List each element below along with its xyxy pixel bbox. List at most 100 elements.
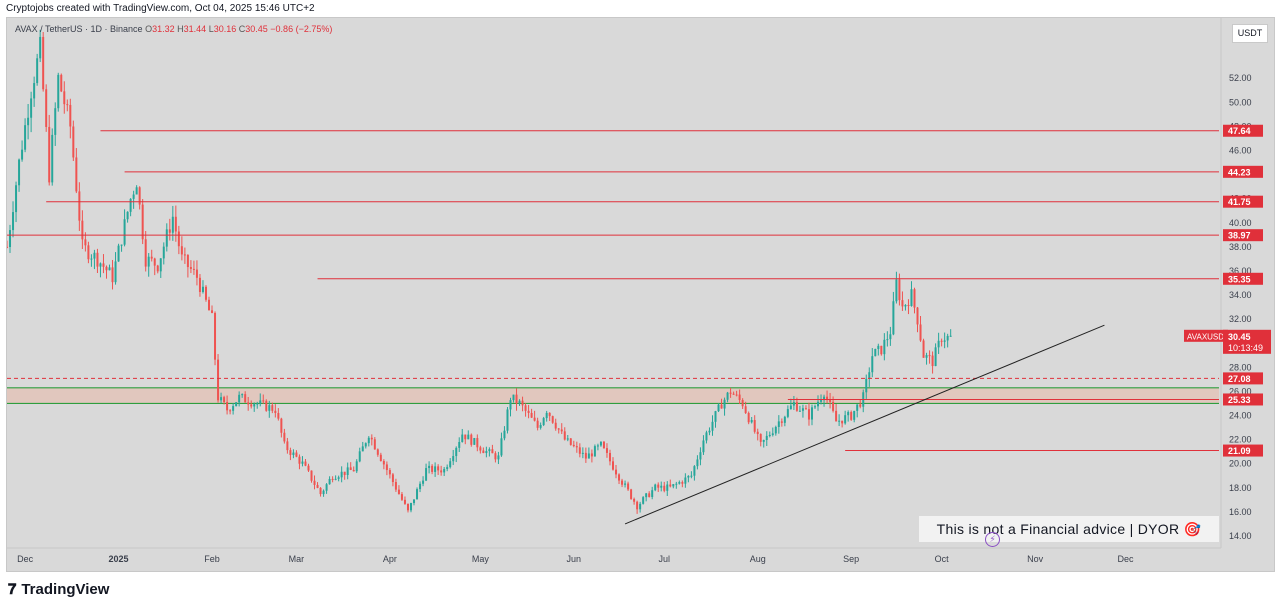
candle-body xyxy=(211,310,214,313)
candle-body xyxy=(78,191,81,221)
candle-body xyxy=(72,126,75,158)
candle-body xyxy=(829,399,832,402)
level-price-badge xyxy=(1223,124,1263,137)
last-price-badge xyxy=(1223,329,1271,354)
candle-body xyxy=(937,340,940,348)
candle-body xyxy=(331,478,334,480)
candle-body xyxy=(21,149,24,160)
candle-body xyxy=(93,252,96,259)
candle-body xyxy=(379,454,382,462)
candle-body xyxy=(880,345,883,355)
candle-body xyxy=(503,430,506,439)
candle-body xyxy=(847,412,850,416)
x-tick-label: Feb xyxy=(204,554,220,564)
lightning-icon[interactable]: ⚡ xyxy=(985,532,1000,547)
candle-body xyxy=(114,261,117,283)
candle-body xyxy=(165,229,168,247)
candle-body xyxy=(807,409,810,420)
tradingview-logo[interactable]: 𝟕 TradingView xyxy=(8,580,109,598)
candle-body xyxy=(886,339,889,341)
candle-body xyxy=(835,410,838,422)
candle-body xyxy=(382,461,385,465)
candle-body xyxy=(413,499,416,504)
candle-body xyxy=(512,394,515,401)
candle-body xyxy=(81,220,84,240)
y-tick-label: 36.00 xyxy=(1229,266,1252,276)
candle-body xyxy=(913,289,916,308)
candle-body xyxy=(403,499,406,504)
candle-body xyxy=(482,450,485,454)
disclaimer-banner: This is not a Financial advice | DYOR 🎯 xyxy=(919,516,1219,542)
candle-body xyxy=(892,301,895,335)
candle-body xyxy=(36,58,39,84)
candle-body xyxy=(24,125,27,150)
level-price-badge xyxy=(1223,272,1263,285)
chart-area[interactable]: 14.00 16.00 18.00 20.00 22.00 24.00 26.00 28.00… xyxy=(6,17,1275,572)
candle-body xyxy=(343,471,346,475)
candle-body xyxy=(301,461,304,464)
candle-body xyxy=(928,355,931,357)
candle-body xyxy=(286,441,289,451)
candle-body xyxy=(738,394,741,400)
candle-body xyxy=(530,412,533,418)
x-tick-label: Dec xyxy=(1118,554,1135,564)
candle-body xyxy=(575,446,578,448)
candle-body xyxy=(452,456,455,462)
candle-body xyxy=(621,480,624,485)
candle-body xyxy=(120,244,123,246)
candle-body xyxy=(7,246,8,248)
candle-body xyxy=(422,480,425,484)
candle-body xyxy=(467,434,470,440)
candle-body xyxy=(500,438,503,456)
candle-body xyxy=(771,433,774,435)
level-price-label: 35.35 xyxy=(1228,274,1251,284)
y-tick-label: 34.00 xyxy=(1229,290,1252,300)
candle-body xyxy=(437,466,440,471)
candle-body xyxy=(485,451,488,454)
candle-body xyxy=(461,434,464,443)
candle-body xyxy=(608,452,611,462)
candle-body xyxy=(506,409,509,431)
price-chart[interactable]: 14.00 16.00 18.00 20.00 22.00 24.00 26.00 28.00… xyxy=(7,18,1274,571)
y-tick-label: 38.00 xyxy=(1229,242,1252,252)
candle-body xyxy=(45,89,48,127)
candle-body xyxy=(494,453,497,460)
candle-body xyxy=(572,444,575,447)
candle-body xyxy=(533,417,536,421)
candle-body xyxy=(714,411,717,422)
candle-body xyxy=(919,324,922,341)
candle-body xyxy=(747,412,750,423)
candle-body xyxy=(235,402,238,407)
symbol-badge xyxy=(1184,329,1228,342)
candle-body xyxy=(663,485,666,491)
y-tick-label: 16.00 xyxy=(1229,507,1252,517)
currency-button[interactable]: USDT xyxy=(1232,24,1268,43)
candle-body xyxy=(569,438,572,445)
x-tick-label: Nov xyxy=(1027,554,1044,564)
high-value: 31.44 xyxy=(183,24,207,34)
level-price-badge xyxy=(1223,444,1263,457)
trendline[interactable] xyxy=(624,324,1105,525)
candle-body xyxy=(615,469,618,475)
candle-body xyxy=(238,394,241,403)
candle-body xyxy=(645,493,648,498)
candle-body xyxy=(554,422,557,429)
high-label: H xyxy=(177,24,184,34)
candle-body xyxy=(177,231,180,247)
candle-body xyxy=(280,418,283,433)
candle-body xyxy=(15,185,18,213)
candle-body xyxy=(627,483,630,490)
level-price-badge xyxy=(1223,229,1263,242)
candle-body xyxy=(497,455,500,460)
candle-body xyxy=(762,439,765,442)
candle-body xyxy=(925,355,928,358)
candle-body xyxy=(195,269,198,278)
candle-body xyxy=(696,459,699,467)
candle-body xyxy=(150,256,153,259)
candle-body xyxy=(690,475,693,477)
candle-body xyxy=(584,452,587,459)
candle-body xyxy=(259,400,262,404)
candle-body xyxy=(729,392,732,394)
candle-body xyxy=(60,74,63,92)
symbol-name[interactable]: AVAX / TetherUS · 1D · Binance xyxy=(15,24,143,34)
